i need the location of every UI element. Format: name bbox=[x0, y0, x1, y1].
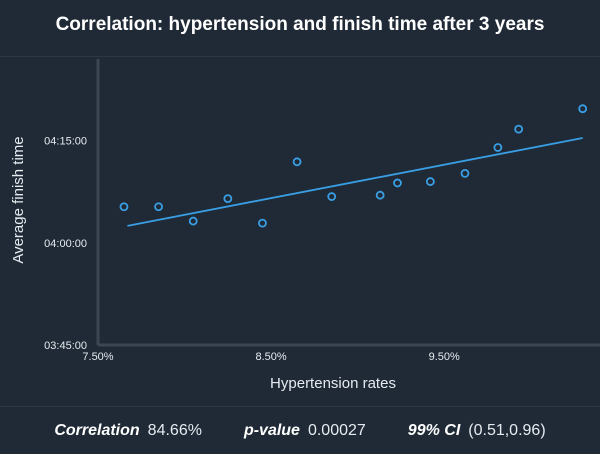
data-point bbox=[119, 202, 129, 212]
correlation-value: 84.66% bbox=[147, 422, 202, 439]
data-point bbox=[514, 124, 524, 134]
x-tick-label: 7.50% bbox=[82, 351, 113, 363]
data-point bbox=[493, 143, 503, 152]
data-point bbox=[578, 104, 588, 114]
data-point bbox=[223, 194, 233, 203]
correlation-label: Correlation bbox=[54, 422, 140, 439]
data-point bbox=[188, 216, 198, 226]
data-point bbox=[327, 192, 337, 201]
data-point bbox=[460, 169, 470, 178]
pvalue-value: 0.00027 bbox=[307, 422, 366, 439]
y-tick-label: 03:45:00 bbox=[44, 340, 87, 352]
stats-row: Correlation 84.66% p-value 0.00027 99% C… bbox=[0, 422, 600, 440]
x-tick-label: 9.50% bbox=[429, 351, 460, 363]
title-bar: Correlation: hypertension and finish tim… bbox=[0, 0, 600, 57]
x-axis-title: Hypertension rates bbox=[270, 375, 396, 392]
chart-title: Correlation: hypertension and finish tim… bbox=[55, 14, 545, 35]
data-point bbox=[393, 178, 402, 188]
x-tick-label: 8.50% bbox=[256, 351, 287, 363]
y-tick-label: 04:15:00 bbox=[44, 136, 87, 148]
data-point bbox=[292, 157, 302, 167]
y-tick-label: 04:00:00 bbox=[44, 238, 87, 250]
trend-line bbox=[127, 137, 583, 227]
ci-value: (0.51,0.96) bbox=[468, 422, 546, 439]
ci-label: 99% CI bbox=[407, 422, 461, 439]
data-point bbox=[258, 218, 267, 228]
y-axis-title: Average finish time bbox=[10, 136, 27, 263]
stats-footer: Correlation 84.66% p-value 0.00027 99% C… bbox=[0, 406, 600, 454]
chart-area: 03:45:00 04:00:00 04:15:00 7.50% 8.50% 9.50% H… bbox=[0, 57, 600, 405]
data-point bbox=[425, 177, 435, 186]
pvalue-label: p-value bbox=[243, 422, 300, 439]
data-point bbox=[154, 202, 163, 212]
scatter-chart: 03:45:00 04:00:00 04:15:00 7.50% 8.50% 9.50% H… bbox=[10, 59, 600, 392]
data-point bbox=[375, 190, 385, 200]
